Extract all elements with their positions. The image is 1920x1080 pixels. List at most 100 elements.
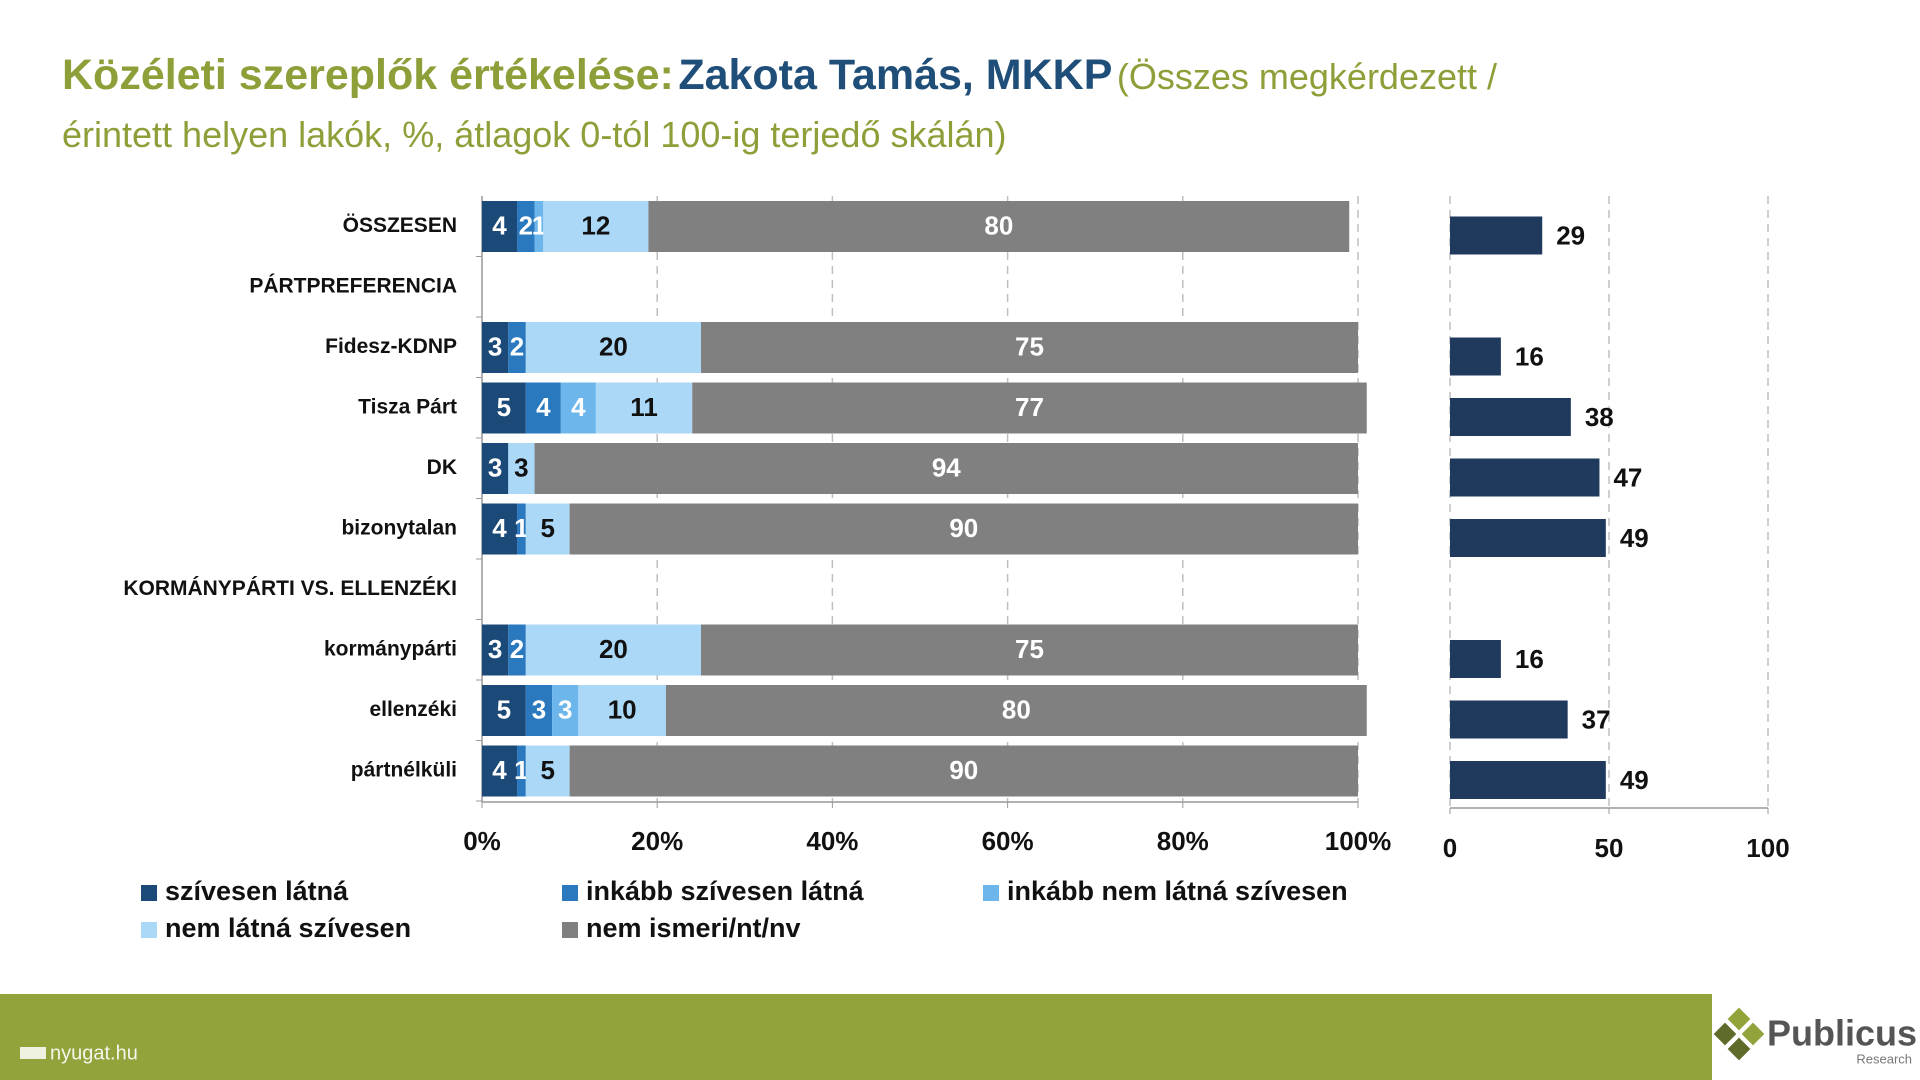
bar-segment [508, 443, 535, 494]
bar-segment [482, 503, 518, 555]
title-main: Közéleti szereplők értékelése: [62, 51, 674, 99]
data-label: 5 [540, 755, 554, 785]
data-label: 80 [1002, 694, 1031, 724]
logo-shape [1727, 1037, 1751, 1061]
data-label: 12 [581, 210, 610, 240]
category-label: Tisza Párt [358, 396, 457, 419]
data-label: 10 [608, 694, 637, 724]
footer-band [0, 994, 1712, 1080]
legend-label: inkább nem látná szívesen [1007, 876, 1348, 906]
title-person: Zakota Tamás, MKKP [678, 51, 1113, 99]
data-label: 3 [532, 694, 546, 724]
title-line: Közéleti szereplők értékelése: Zakota Ta… [62, 50, 1497, 110]
bar-segment [525, 503, 570, 555]
data-label: 2 [519, 210, 533, 240]
category-label: PÁRTPREFERENCIA [249, 275, 457, 298]
data-label: 16 [1515, 644, 1544, 674]
data-label: 90 [949, 755, 978, 785]
bar-segment [517, 503, 526, 555]
data-label: 90 [949, 513, 978, 543]
data-label: 5 [540, 513, 554, 543]
source: nyugat.hu [50, 1042, 138, 1064]
brand-sub: Research [1856, 1051, 1912, 1066]
data-label: 1 [514, 755, 528, 785]
data-label: 2 [510, 331, 524, 361]
x-tick-label: 0 [1443, 833, 1457, 863]
data-label: 3 [514, 452, 528, 482]
data-label: 5 [497, 392, 511, 422]
data-label: 38 [1585, 402, 1614, 432]
data-label: 37 [1582, 704, 1611, 734]
bar-segment [482, 382, 526, 434]
bar [1450, 216, 1543, 255]
bar-segment [508, 322, 526, 373]
data-label: 49 [1620, 765, 1649, 795]
bar-segment [543, 201, 649, 252]
bar-segment [482, 443, 509, 494]
bar-segment [482, 685, 526, 736]
bar-segment [692, 382, 1367, 434]
x-tick-label: 40% [806, 826, 858, 856]
bar-segment [701, 322, 1358, 373]
data-label: 3 [558, 694, 572, 724]
bar-segment [525, 745, 570, 797]
bar-segment [552, 685, 579, 736]
data-label: 20 [599, 331, 628, 361]
legend-swatch [141, 885, 157, 901]
category-label: KORMÁNYPÁRTI VS. ELLENZÉKI [123, 577, 457, 600]
data-label: 3 [488, 634, 502, 664]
bar-segment [525, 382, 561, 434]
bar-segment [482, 201, 518, 252]
data-label: 5 [497, 694, 511, 724]
bar [1450, 700, 1568, 739]
data-label: 2 [510, 634, 524, 664]
x-tick-label: 50 [1595, 833, 1624, 863]
data-label: 1 [514, 513, 528, 543]
bar [1450, 519, 1606, 557]
x-tick-label: 80% [1157, 826, 1209, 856]
bar-segment [648, 201, 1350, 252]
subtitle: (Összes megkérdezett / [1116, 56, 1498, 97]
legend-swatch [562, 922, 578, 938]
data-label: 20 [599, 634, 628, 664]
bar-segment [534, 201, 544, 252]
data-label: 77 [1015, 392, 1044, 422]
data-label: 49 [1620, 523, 1649, 553]
category-label: ellenzéki [369, 698, 457, 721]
source-icon [20, 1047, 46, 1059]
bar-segment [482, 745, 518, 797]
category-label: ÖSSZESEN [343, 214, 457, 237]
legend-swatch [562, 885, 578, 901]
logo-shape [1727, 1007, 1751, 1031]
category-label: kormánypárti [324, 638, 457, 661]
bar-segment [560, 382, 596, 434]
bar-segment [482, 624, 509, 676]
data-label: 11 [630, 392, 658, 422]
bar-segment [517, 745, 526, 797]
data-label: 75 [1015, 331, 1044, 361]
data-label: 3 [488, 452, 502, 482]
bar-segment [525, 322, 701, 373]
legend-label: szívesen látná [165, 876, 349, 906]
x-tick-label: 20% [631, 826, 683, 856]
data-label: 4 [571, 392, 586, 422]
category-label: pártnélküli [351, 759, 457, 782]
data-label: 4 [492, 210, 507, 240]
brand: Publicus [1767, 1013, 1917, 1054]
bar [1450, 398, 1571, 436]
bar-segment [534, 443, 1358, 494]
logo: Publicus Research [1713, 1007, 1917, 1066]
legend-swatch [983, 885, 999, 901]
bar [1450, 761, 1606, 799]
category-label: Fidesz-KDNP [325, 335, 457, 358]
bar-segment [525, 685, 553, 736]
x-tick-label: 0% [463, 826, 501, 856]
bar-segment [665, 685, 1367, 736]
data-label: 75 [1015, 634, 1044, 664]
bar-segment [569, 745, 1358, 797]
legend-swatch [141, 922, 157, 938]
x-tick-label: 60% [982, 826, 1034, 856]
bar [1450, 640, 1501, 678]
title: Közéleti szereplők értékelése: Zakota Ta… [62, 50, 1497, 160]
